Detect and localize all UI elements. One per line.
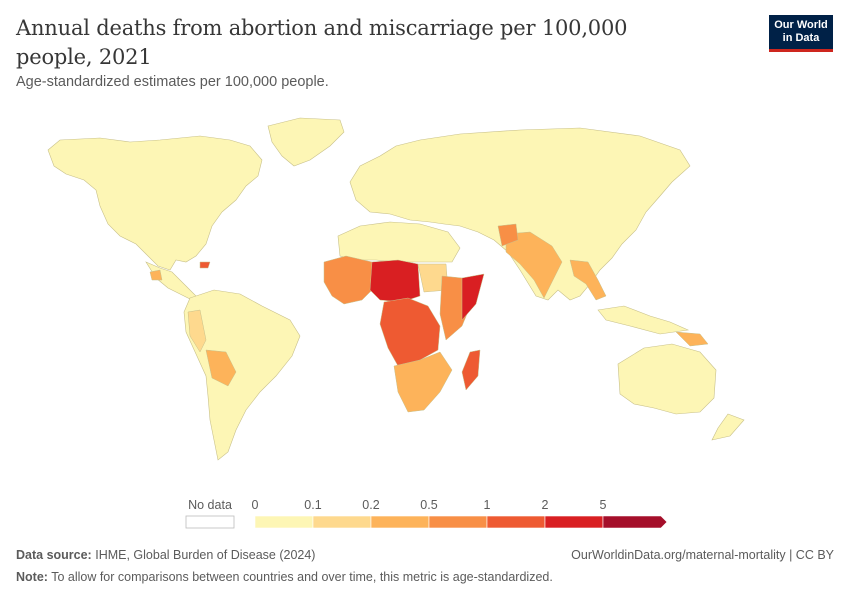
legend-tick-label: 0.5 (420, 498, 437, 512)
legend-bin-5[interactable] (544, 515, 604, 529)
legend-tick-label: 2 (542, 498, 549, 512)
region-papua-new-guinea[interactable] (675, 331, 709, 347)
note: Note: To allow for comparisons between c… (16, 570, 553, 584)
legend-bin-6[interactable] (602, 515, 668, 529)
legend-tick-label: 0.1 (304, 498, 321, 512)
legend-no-data-swatch (185, 515, 235, 529)
legend-tick-label: 0 (252, 498, 259, 512)
data-source: Data source: IHME, Global Burden of Dise… (16, 548, 315, 562)
logo-line-2: in Data (782, 32, 820, 44)
legend-bin-1[interactable] (312, 515, 372, 529)
region-greenland[interactable] (267, 117, 345, 167)
region-haiti[interactable] (199, 261, 211, 269)
logo-line-1: Our World (774, 19, 828, 31)
legend-bin-0[interactable] (254, 515, 314, 529)
region-australia[interactable] (617, 343, 717, 415)
color-legend: No data 0 0.1 0.2 0.5 1 2 5 (185, 498, 668, 529)
region-bolivia-paraguay[interactable] (205, 349, 237, 387)
region-southern-africa[interactable] (393, 351, 453, 413)
legend-bin-2[interactable] (370, 515, 430, 529)
legend-bins: 0 0.1 0.2 0.5 1 2 5 (252, 498, 668, 529)
legend-tick-label: 1 (484, 498, 491, 512)
data-source-text: IHME, Global Burden of Disease (2024) (95, 548, 316, 562)
legend-bin-3[interactable] (428, 515, 488, 529)
region-west-africa[interactable] (323, 255, 377, 305)
note-text: To allow for comparisons between countri… (51, 570, 553, 584)
region-andes[interactable] (187, 309, 207, 353)
region-sahel[interactable] (369, 259, 421, 303)
world-map[interactable] (0, 100, 850, 490)
note-label: Note: (16, 570, 48, 584)
chart-subtitle: Age-standardized estimates per 100,000 p… (16, 74, 329, 90)
chart-title: Annual deaths from abortion and miscarri… (16, 16, 628, 69)
region-south-asia[interactable] (505, 231, 563, 299)
owid-logo[interactable]: Our World in Data (769, 15, 833, 52)
region-central-africa[interactable] (379, 297, 441, 367)
region-somalia[interactable] (461, 273, 485, 321)
legend-bin-4[interactable] (486, 515, 546, 529)
region-north-america[interactable] (47, 135, 263, 271)
legend-tick-label: 5 (600, 498, 607, 512)
region-southeast-asia[interactable] (569, 259, 607, 301)
data-source-label: Data source: (16, 548, 92, 562)
region-south-america[interactable] (183, 289, 301, 461)
chart-url-text[interactable]: OurWorldinData.org/maternal-mortality | … (571, 548, 834, 562)
legend-no-data-label: No data (188, 498, 232, 512)
region-north-africa[interactable] (337, 221, 461, 263)
region-indonesia[interactable] (597, 305, 690, 335)
region-madagascar[interactable] (461, 349, 481, 391)
legend-tick-label: 0.2 (362, 498, 379, 512)
region-afghanistan[interactable] (497, 223, 519, 247)
chart-url[interactable]: OurWorldinData.org/maternal-mortality | … (571, 548, 834, 562)
region-new-zealand[interactable] (711, 413, 745, 441)
region-guatemala[interactable] (149, 269, 163, 281)
